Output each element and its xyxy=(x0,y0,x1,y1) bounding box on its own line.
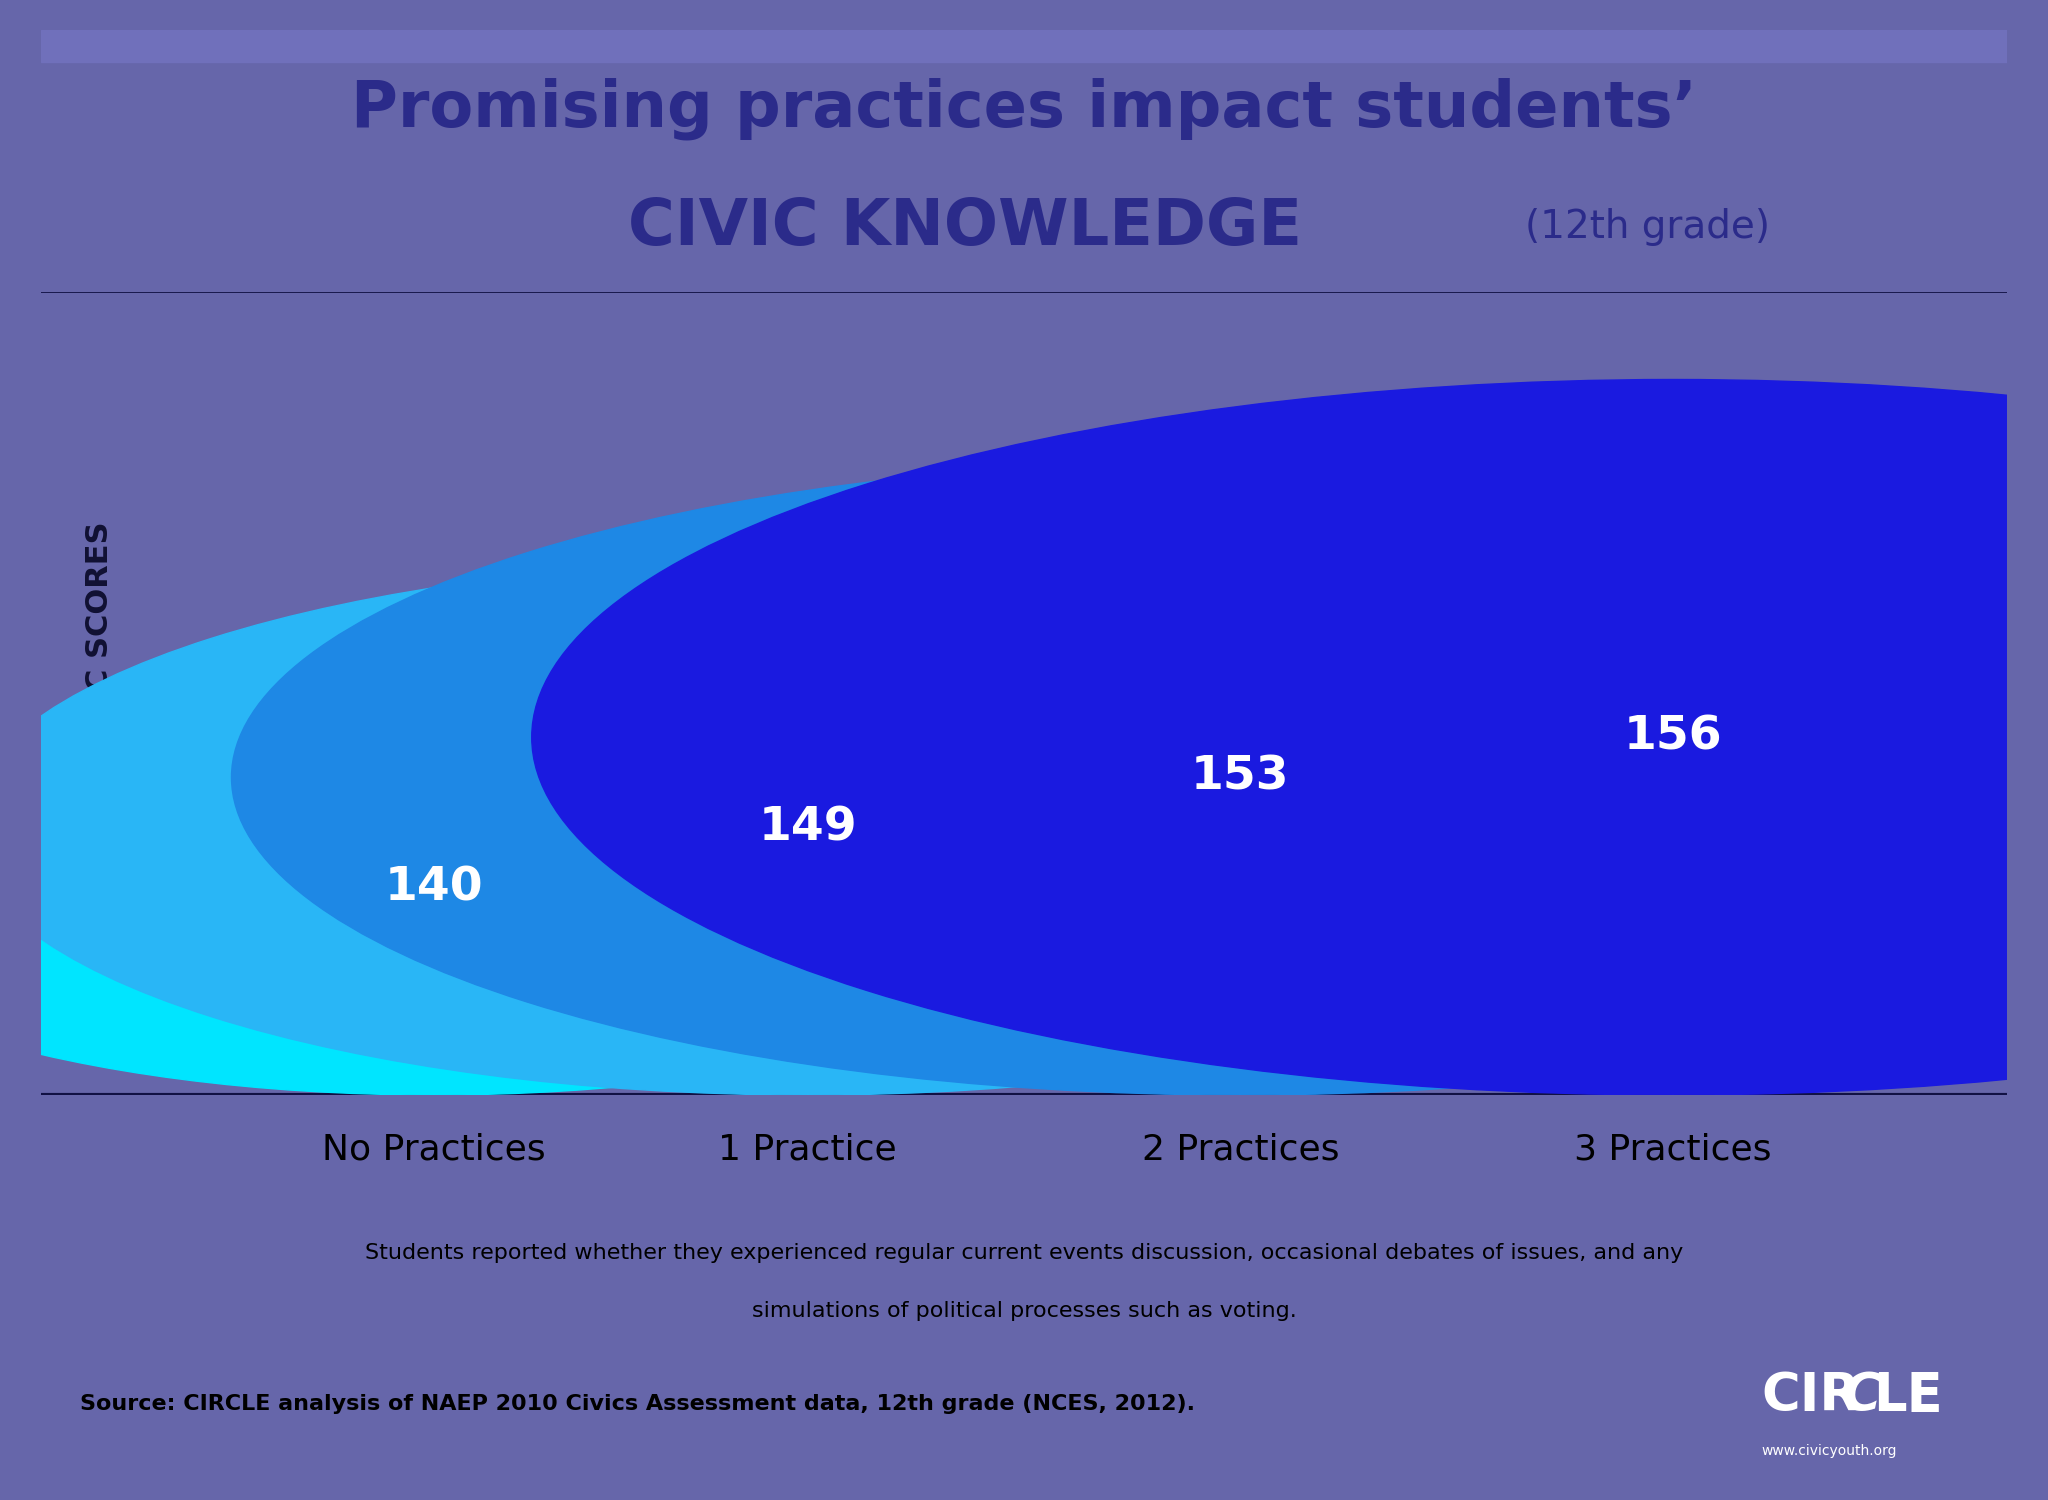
Text: 1 Practice: 1 Practice xyxy=(719,1132,897,1166)
Text: simulations of political processes such as voting.: simulations of political processes such … xyxy=(752,1300,1296,1320)
Text: CIR: CIR xyxy=(1761,1370,1860,1422)
Text: 2 Practices: 2 Practices xyxy=(1141,1132,1339,1166)
Ellipse shape xyxy=(0,560,1651,1095)
Text: C: C xyxy=(1841,1370,1880,1422)
Text: Promising practices impact students’: Promising practices impact students’ xyxy=(350,78,1698,140)
Text: 149: 149 xyxy=(758,806,856,850)
Ellipse shape xyxy=(0,681,1096,1095)
Text: Source: CIRCLE analysis of NAEP 2010 Civics Assessment data, 12th grade (NCES, 2: Source: CIRCLE analysis of NAEP 2010 Civ… xyxy=(80,1394,1196,1413)
Text: CIVIC KNOWLEDGE: CIVIC KNOWLEDGE xyxy=(629,196,1303,258)
Text: 156: 156 xyxy=(1624,716,1722,759)
Text: Students reported whether they experienced regular current events discussion, oc: Students reported whether they experienc… xyxy=(365,1244,1683,1263)
Text: No Practices: No Practices xyxy=(322,1132,547,1166)
Text: 140: 140 xyxy=(385,865,483,910)
Text: 153: 153 xyxy=(1192,754,1290,800)
Text: 3 Practices: 3 Practices xyxy=(1575,1132,1772,1166)
Ellipse shape xyxy=(532,380,2048,1095)
Bar xyxy=(41,30,2007,62)
Text: (12th grade): (12th grade) xyxy=(1526,209,1769,246)
Text: www.civicyouth.org: www.civicyouth.org xyxy=(1761,1444,1896,1458)
Text: LE: LE xyxy=(1874,1370,1944,1422)
Ellipse shape xyxy=(231,459,2048,1095)
Text: NAEP  CIVIC SCORES: NAEP CIVIC SCORES xyxy=(86,522,115,873)
